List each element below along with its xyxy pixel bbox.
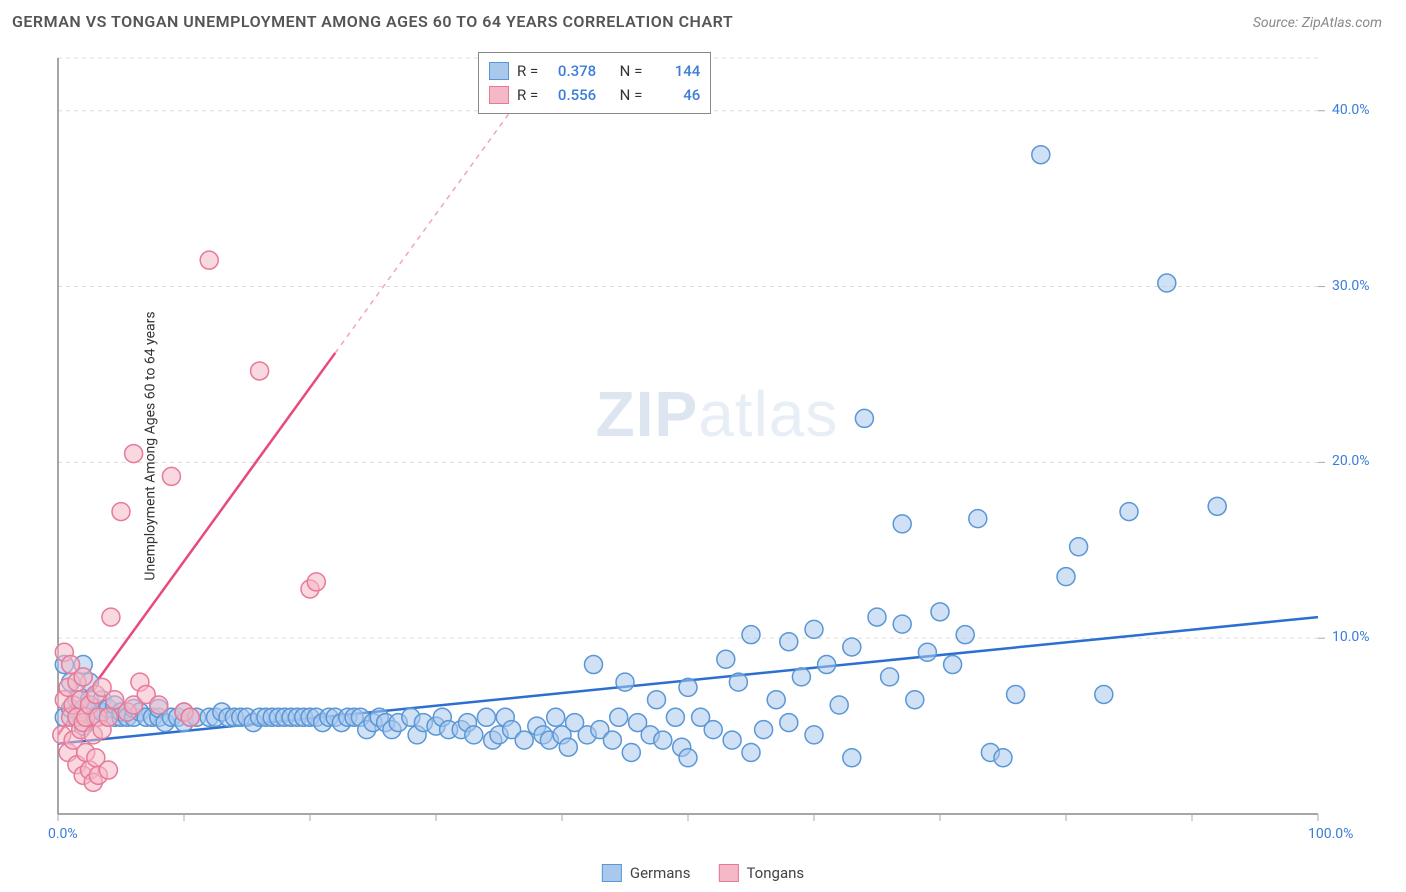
n-value-germans: 144 [650, 62, 700, 80]
scatter-chart [48, 48, 1386, 844]
y-axis-label: Unemployment Among Ages 60 to 64 years [143, 311, 159, 580]
legend-swatch-germans [602, 864, 622, 882]
n-label: N = [620, 62, 643, 80]
source-label: Source: ZipAtlas.com [1253, 15, 1382, 31]
n-label: N = [620, 86, 643, 104]
y-tick-label: 20.0% [1332, 453, 1370, 469]
swatch-tongans [489, 86, 509, 104]
x-tick-label: 100.0% [1308, 826, 1353, 842]
r-label: R = [517, 62, 538, 80]
legend-swatch-tongans [718, 864, 738, 882]
y-tick-label: 40.0% [1332, 102, 1370, 118]
r-value-germans: 0.378 [546, 62, 596, 80]
y-tick-label: 10.0% [1332, 629, 1370, 645]
swatch-germans [489, 62, 509, 80]
legend-label-tongans: Tongans [746, 864, 804, 882]
stats-legend: R = 0.378 N = 144 R = 0.556 N = 46 [478, 52, 711, 114]
x-tick-label: 0.0% [48, 826, 78, 842]
bottom-legend: Germans Tongans [602, 864, 804, 882]
r-value-tongans: 0.556 [546, 86, 596, 104]
chart-title: GERMAN VS TONGAN UNEMPLOYMENT AMONG AGES… [12, 12, 733, 31]
r-label: R = [517, 86, 538, 104]
y-tick-label: 30.0% [1332, 278, 1370, 294]
legend-label-germans: Germans [630, 864, 691, 882]
n-value-tongans: 46 [650, 86, 700, 104]
chart-area: Unemployment Among Ages 60 to 64 years Z… [48, 48, 1386, 844]
